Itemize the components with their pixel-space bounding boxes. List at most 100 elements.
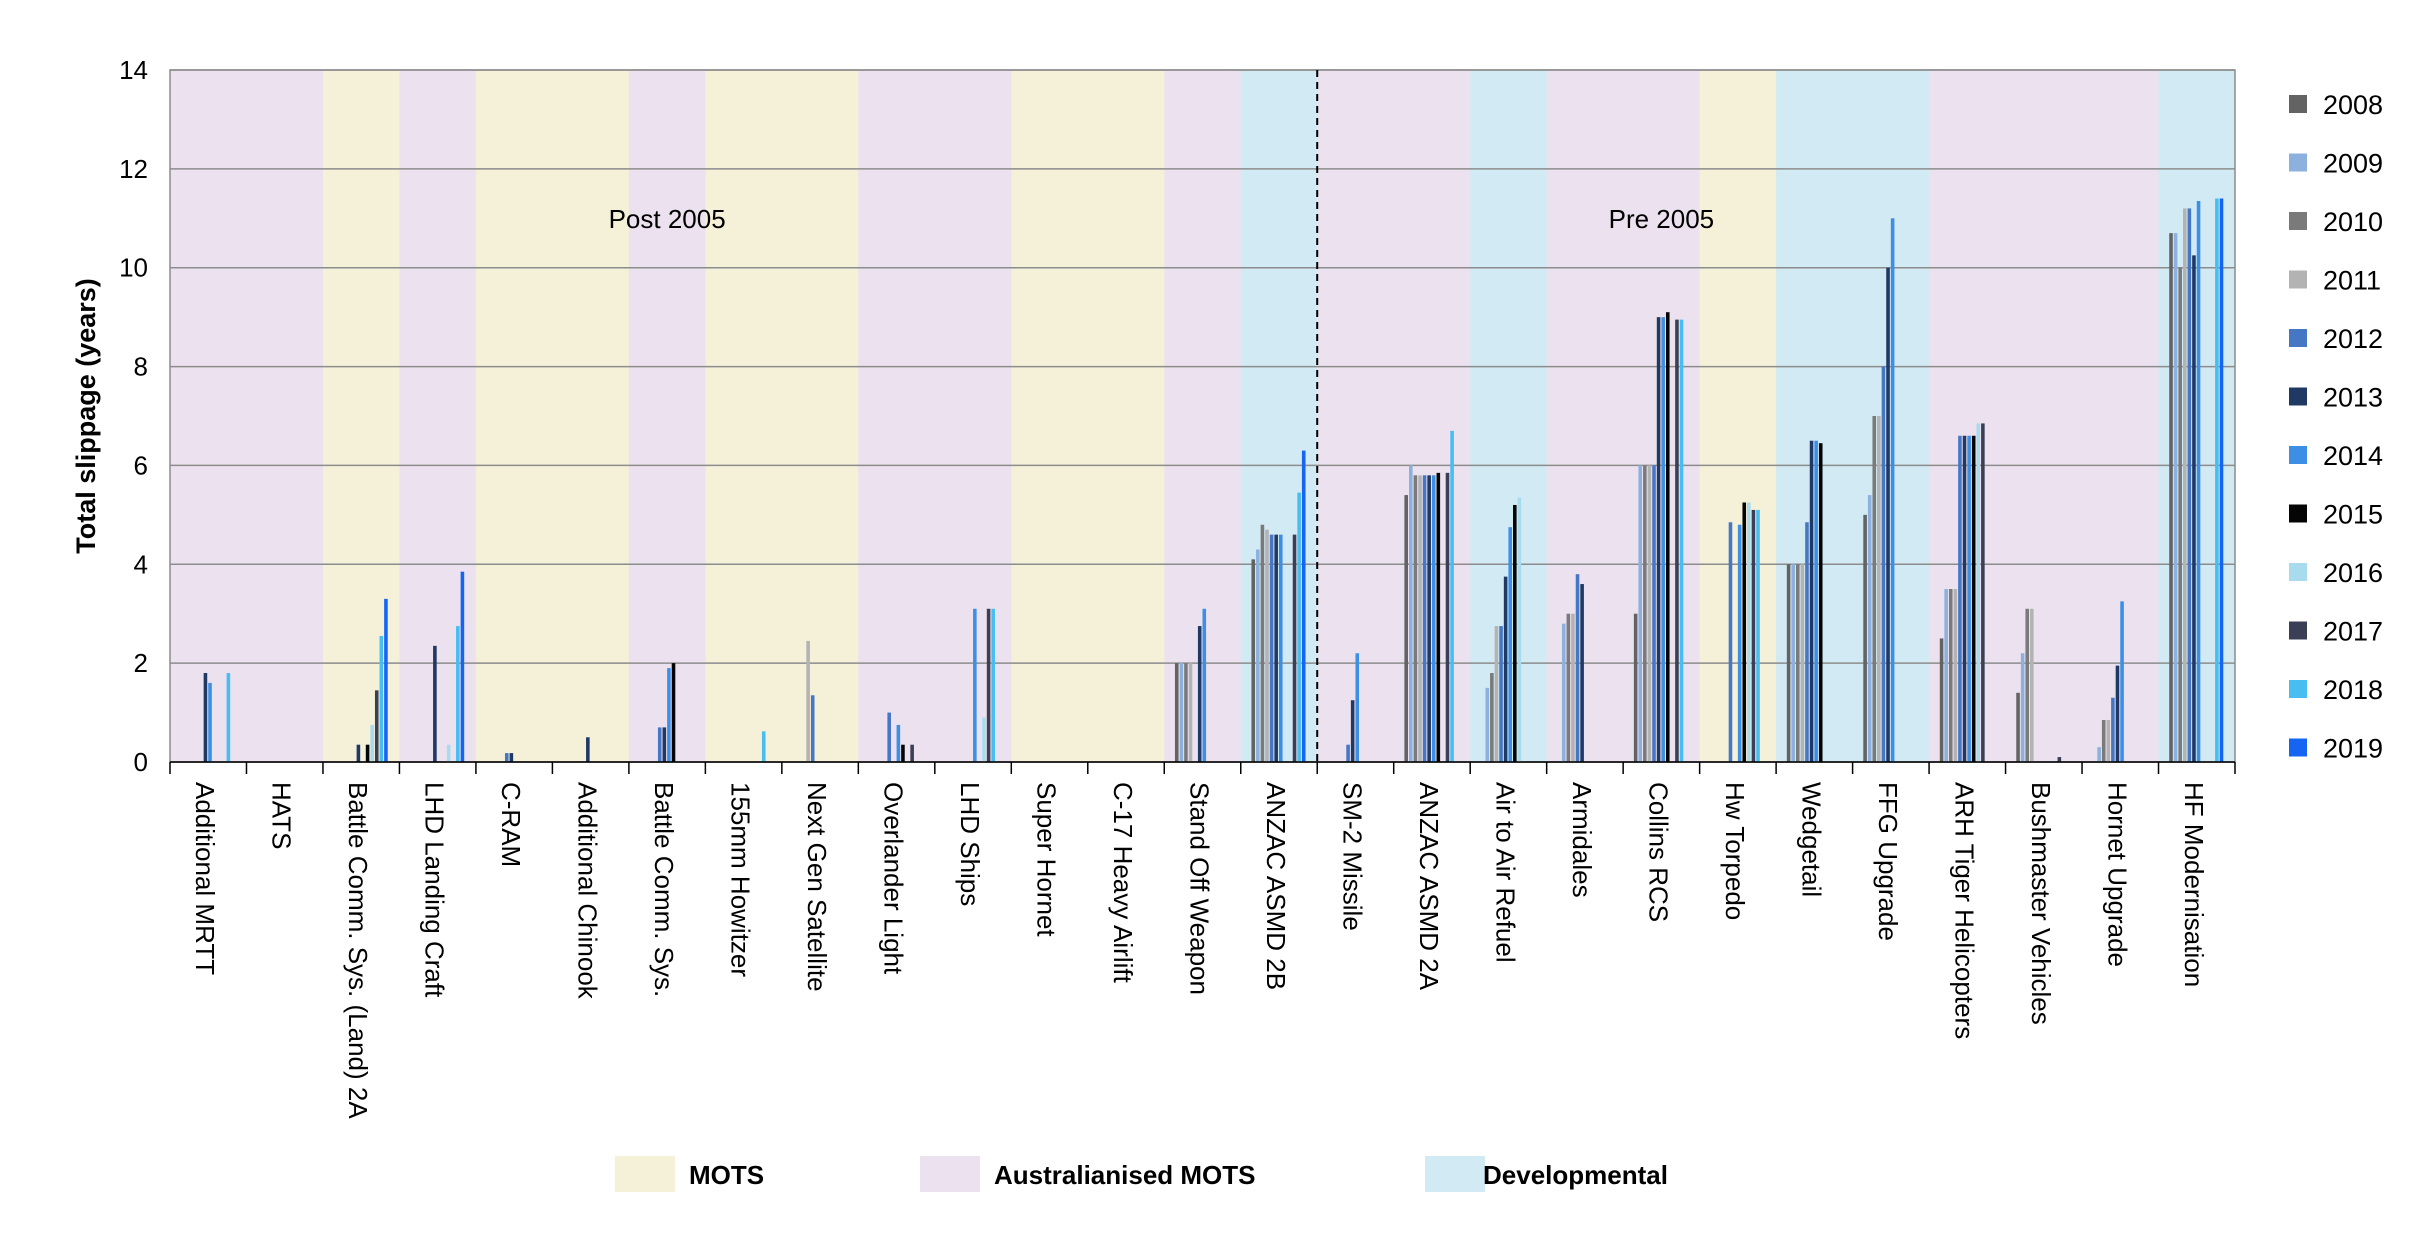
bar-2008 [1786, 564, 1791, 762]
x-category-label: Collins RCS [1643, 782, 1673, 922]
bar-2009 [2097, 747, 2101, 762]
bar-2016 [446, 744, 451, 762]
bar-2013 [1809, 440, 1814, 762]
bar-2010 [1795, 564, 1800, 762]
x-category-label: Bushmaster Vehicles [2026, 782, 2056, 1025]
bar-2010 [1872, 416, 1877, 762]
bar-2016 [370, 724, 374, 762]
legend-label: 2019 [2323, 734, 2383, 764]
y-tick-label: 2 [134, 648, 148, 678]
x-category-label: C-17 Heavy Airlift [1108, 782, 1138, 984]
bar-2013 [1503, 576, 1508, 762]
legend-swatch-2017 [2289, 621, 2307, 640]
legend-swatch-2014 [2289, 446, 2307, 464]
bar-2017 [986, 608, 991, 762]
bar-2009 [1791, 564, 1795, 762]
bar-2015 [901, 744, 905, 762]
bar-2009 [1867, 495, 1872, 762]
bar-2017 [374, 690, 379, 762]
legend-swatch-2016 [2289, 563, 2307, 581]
bar-2013 [1886, 267, 1890, 762]
bar-2011 [1800, 564, 1805, 762]
category-band [1087, 70, 1165, 762]
category-band [2005, 70, 2083, 762]
x-category-label: Additional Chinook [573, 782, 603, 1000]
x-category-label: Battle Comm. Sys. (Land) 2A [343, 782, 373, 1119]
bar-2018 [1756, 509, 1760, 762]
x-category-label: SM-2 Missile [1337, 782, 1367, 931]
bar-2014 [208, 682, 212, 762]
legend-label: 2009 [2323, 149, 2383, 179]
y-tick-label: 12 [119, 154, 148, 184]
x-category-label: HATS [267, 782, 297, 849]
category-band [246, 70, 324, 762]
legend-label: 2018 [2323, 675, 2383, 705]
legend-swatch-2008 [2289, 95, 2307, 113]
bar-2011 [2030, 608, 2034, 762]
category-band [858, 70, 936, 762]
legend-label: 2013 [2323, 383, 2383, 413]
x-category-label: Battle Comm. Sys. [649, 782, 679, 997]
legend-swatch-2019 [2289, 738, 2307, 757]
bar-2018 [1679, 319, 1684, 762]
bar-2008 [1251, 559, 1256, 762]
bar-2019 [384, 598, 388, 762]
legend-label: 2017 [2323, 617, 2383, 647]
bar-2009 [1638, 465, 1643, 762]
bar-2011 [1877, 416, 1881, 762]
x-category-label: Next Gen Satellite [802, 782, 832, 992]
type-legend-swatch-dev [1425, 1156, 1485, 1192]
legend-label: 2016 [2323, 558, 2383, 588]
period-label: Pre 2005 [1609, 204, 1715, 234]
legend-label: 2010 [2323, 207, 2383, 237]
bar-2018 [1297, 492, 1301, 762]
bar-2017 [1751, 509, 1756, 762]
bar-2017 [2057, 757, 2062, 762]
bar-2009 [1256, 549, 1260, 762]
x-category-label: ANZAC ASMD 2B [1261, 782, 1291, 990]
bar-2017 [1981, 423, 1985, 762]
x-category-label: C-RAM [496, 782, 526, 867]
bar-2009 [1409, 465, 1413, 762]
type-legend-label: MOTS [689, 1160, 764, 1190]
bar-2017 [1445, 472, 1450, 762]
bar-2013 [1427, 475, 1431, 762]
bar-2009 [2020, 653, 2025, 762]
category-band [628, 70, 706, 762]
bar-2015 [1436, 472, 1441, 762]
bar-2017 [1292, 534, 1297, 762]
bar-2009 [1944, 589, 1948, 762]
category-band [322, 70, 400, 762]
bar-2010 [1260, 524, 1265, 762]
bar-2010 [1184, 663, 1188, 762]
bar-2013 [1274, 534, 1278, 762]
bar-2013 [586, 737, 590, 762]
bar-2012 [2111, 697, 2115, 762]
x-category-label: Air to Air Refuel [1490, 782, 1520, 963]
y-axis-label: Total slippage (years) [71, 278, 101, 554]
bar-2011 [2182, 208, 2187, 762]
y-tick-label: 6 [134, 450, 148, 480]
bar-2016 [1517, 497, 1522, 762]
bar-2008 [2016, 692, 2020, 762]
bar-2012 [1269, 534, 1274, 762]
category-band [170, 70, 247, 762]
bar-2010 [2101, 719, 2106, 762]
y-tick-label: 10 [119, 253, 148, 283]
bar-2017 [1675, 319, 1679, 762]
bar-2013 [1580, 584, 1584, 762]
bar-2012 [1422, 475, 1427, 762]
x-category-label: Additional MRTT [190, 782, 220, 975]
bar-2011 [1418, 475, 1422, 762]
bar-2014 [1278, 534, 1283, 762]
bar-2016 [1976, 423, 1981, 762]
category-band [781, 70, 859, 762]
bar-2015 [1742, 502, 1747, 762]
bar-2014 [1355, 653, 1360, 762]
bar-2010 [1413, 475, 1418, 762]
bar-2018 [2215, 198, 2219, 762]
type-legend-label: Developmental [1483, 1160, 1668, 1190]
legend-label: 2015 [2323, 500, 2383, 530]
bar-2011 [1188, 663, 1193, 762]
x-category-label: 155mm Howitzer [726, 782, 756, 977]
